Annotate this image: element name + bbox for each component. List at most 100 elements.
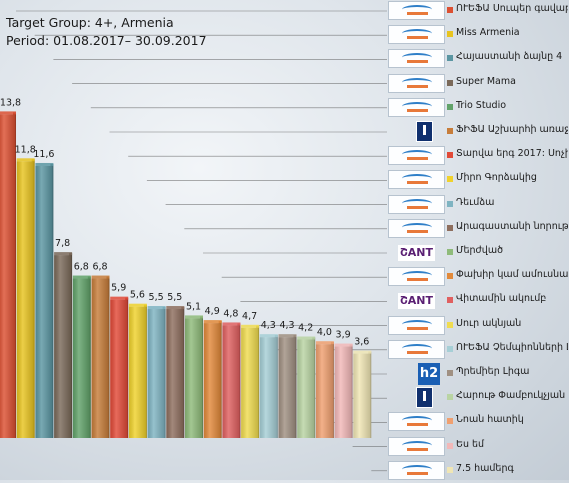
- legend-label: Փախիր կամ ամուսնացիր: [456, 269, 568, 281]
- channel-logo-icon: [388, 387, 445, 409]
- value-label: 5,1: [186, 301, 201, 312]
- bar: [185, 315, 203, 438]
- bar: [241, 324, 260, 438]
- legend-item: Արագաստանի նորություններ: [385, 218, 569, 241]
- value-label: 3,9: [336, 330, 351, 341]
- channel-logo-icon: [388, 218, 445, 238]
- value-label: 4,8: [223, 308, 238, 319]
- legend-label: Արագաստանի նորություններ: [456, 220, 568, 232]
- value-label: 4,2: [298, 323, 313, 334]
- legend-swatch: [447, 152, 453, 159]
- legend-swatch: [447, 466, 453, 473]
- bar: [278, 334, 297, 438]
- bar: [128, 303, 147, 438]
- legend-item: Նոան հատիկ: [385, 411, 569, 434]
- channel-logo-icon: [388, 1, 445, 20]
- channel-logo-icon: [388, 412, 445, 432]
- bar: [353, 350, 372, 438]
- legend: ՈՒԵՖԱ Սուպեր գավաթ Miss Armenia Հայաստանի …: [385, 0, 569, 480]
- legend-label: Հարութ Փամբուկչյան - Իմ երգը: [456, 390, 568, 402]
- legend-item: Հարութ Փամբուկչյան - Իմ երգը: [385, 387, 569, 410]
- value-label: 4,0: [317, 327, 332, 338]
- legend-swatch: [447, 249, 453, 255]
- legend-swatch: [447, 345, 453, 352]
- value-label: 3,6: [354, 337, 369, 348]
- legend-swatch: [447, 79, 453, 86]
- legend-swatch: [447, 297, 453, 304]
- bar: [315, 341, 334, 438]
- legend-item: ՖԻՖԱ Աշխարհի առաջնություն: [385, 121, 569, 144]
- legend-label: Հայաստանի ձայնը 4: [456, 51, 563, 63]
- value-label: 5,9: [111, 283, 126, 294]
- channel-logo-icon: [388, 170, 445, 190]
- bar: [334, 343, 353, 438]
- bar: [297, 336, 316, 438]
- channel-logo-icon: [388, 436, 445, 456]
- value-label: 7,8: [55, 238, 70, 249]
- channel-logo-icon: [388, 363, 445, 385]
- legend-label: Miss Armenia: [456, 27, 520, 39]
- legend-label: ՖԻՖԱ Աշխարհի առաջնություն: [456, 124, 568, 135]
- legend-item: ՈՒԵՖԱ Սուպեր գավաթ: [385, 0, 569, 23]
- value-label: 5,5: [167, 292, 182, 303]
- bar: [16, 158, 35, 439]
- legend-label: Trio Studio: [456, 99, 507, 111]
- value-label: 6,8: [74, 262, 89, 273]
- legend-swatch: [447, 200, 453, 207]
- legend-item: Մերժված: [385, 242, 569, 265]
- channel-logo-icon: [388, 291, 445, 310]
- legend-label: 7.5 համերգ: [456, 462, 514, 474]
- value-label: 4,3: [261, 320, 276, 331]
- chart-title: Target Group: 4+, Armenia: [6, 15, 174, 30]
- chart-subtitle: Period: 01.08.2017– 30.09.2017: [6, 33, 207, 48]
- legend-swatch: [447, 418, 453, 425]
- value-label: 5,6: [130, 290, 145, 301]
- channel-logo-icon: [388, 460, 445, 480]
- legend-label: Մերժված: [456, 245, 503, 256]
- legend-swatch: [447, 370, 453, 376]
- bar: [35, 162, 54, 439]
- chart-header: Target Group: 4+, Armenia Period: 01.08.…: [6, 14, 207, 50]
- bar: [147, 306, 166, 438]
- legend-item: Super Mama: [385, 73, 569, 96]
- legend-label: Վիտամին ակումբ: [456, 293, 547, 305]
- value-label: 6,8: [92, 262, 107, 273]
- channel-logo-icon: [388, 146, 445, 166]
- channel-logo-icon: [388, 73, 445, 93]
- channel-logo-icon: [388, 315, 445, 335]
- bar: [166, 306, 185, 438]
- bar: [91, 275, 110, 438]
- legend-label: Պրեմիեր Լիգա: [456, 366, 530, 377]
- legend-item: Սուր ակնյան: [385, 315, 569, 338]
- legend-swatch: [447, 394, 453, 401]
- value-label: 4,3: [279, 320, 294, 331]
- legend-swatch: [447, 273, 453, 280]
- legend-item: Ես եմ: [385, 436, 569, 459]
- value-label: 4,7: [242, 311, 257, 322]
- channel-logo-icon: [388, 97, 445, 117]
- value-label: 11,8: [15, 144, 36, 155]
- channel-logo-icon: [388, 194, 445, 214]
- legend-item: Վիտամին ակումբ: [385, 290, 569, 313]
- legend-item: Տարվա երգ 2017: Սոչի: [385, 145, 569, 168]
- legend-item: Trio Studio: [385, 97, 569, 120]
- legend-label: Միրո Գորձակից: [456, 172, 537, 184]
- bar: [203, 320, 222, 438]
- bar: [110, 296, 129, 438]
- legend-swatch: [447, 7, 453, 13]
- legend-item: Միրո Գորձակից: [385, 169, 569, 192]
- value-label: 4,9: [205, 306, 220, 317]
- value-label: 5,5: [149, 292, 164, 303]
- legend-item: Miss Armenia: [385, 24, 569, 47]
- legend-swatch: [447, 442, 453, 449]
- legend-swatch: [447, 176, 453, 183]
- value-label: 13,8: [0, 97, 21, 108]
- legend-label: ՈՒԵՖԱ Չեմպիոնների Լիգա: [456, 341, 568, 353]
- legend-label: Նոան հատիկ: [456, 414, 524, 426]
- legend-label: Սուր ակնյան: [456, 317, 522, 329]
- legend-item: Հայաստանի ձայնը 4: [385, 48, 569, 71]
- channel-logo-icon: [388, 121, 445, 142]
- legend-swatch: [447, 103, 453, 110]
- bar: [54, 252, 73, 438]
